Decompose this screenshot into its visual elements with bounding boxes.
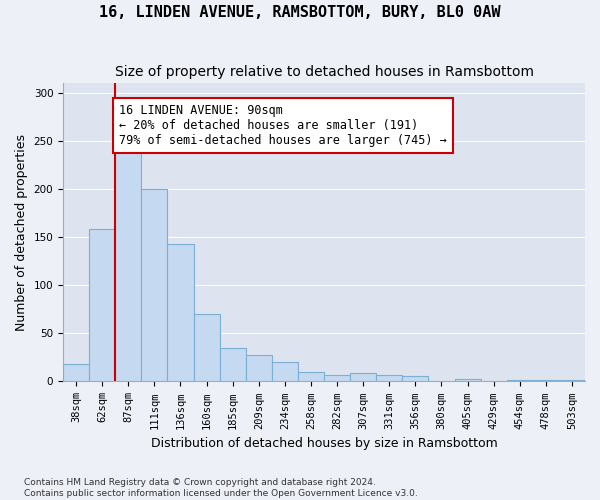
Bar: [298, 372, 324, 382]
Bar: [167, 244, 194, 382]
Y-axis label: Number of detached properties: Number of detached properties: [15, 134, 28, 330]
Text: 16 LINDEN AVENUE: 90sqm
← 20% of detached houses are smaller (191)
79% of semi-d: 16 LINDEN AVENUE: 90sqm ← 20% of detache…: [119, 104, 447, 147]
Bar: [533, 380, 559, 382]
X-axis label: Distribution of detached houses by size in Ramsbottom: Distribution of detached houses by size …: [151, 437, 497, 450]
Bar: [115, 136, 142, 382]
Bar: [272, 362, 298, 382]
Bar: [89, 230, 115, 382]
Text: 16, LINDEN AVENUE, RAMSBOTTOM, BURY, BL0 0AW: 16, LINDEN AVENUE, RAMSBOTTOM, BURY, BL0…: [99, 5, 501, 20]
Bar: [559, 380, 585, 382]
Bar: [324, 374, 350, 382]
Text: Contains HM Land Registry data © Crown copyright and database right 2024.
Contai: Contains HM Land Registry data © Crown c…: [24, 478, 418, 498]
Title: Size of property relative to detached houses in Ramsbottom: Size of property relative to detached ho…: [115, 65, 533, 79]
Bar: [350, 373, 376, 382]
Bar: [220, 348, 246, 382]
Bar: [403, 376, 428, 382]
Bar: [246, 356, 272, 382]
Bar: [63, 364, 89, 382]
Bar: [194, 314, 220, 382]
Bar: [455, 378, 481, 382]
Bar: [376, 374, 403, 382]
Bar: [142, 189, 167, 382]
Bar: [507, 380, 533, 382]
